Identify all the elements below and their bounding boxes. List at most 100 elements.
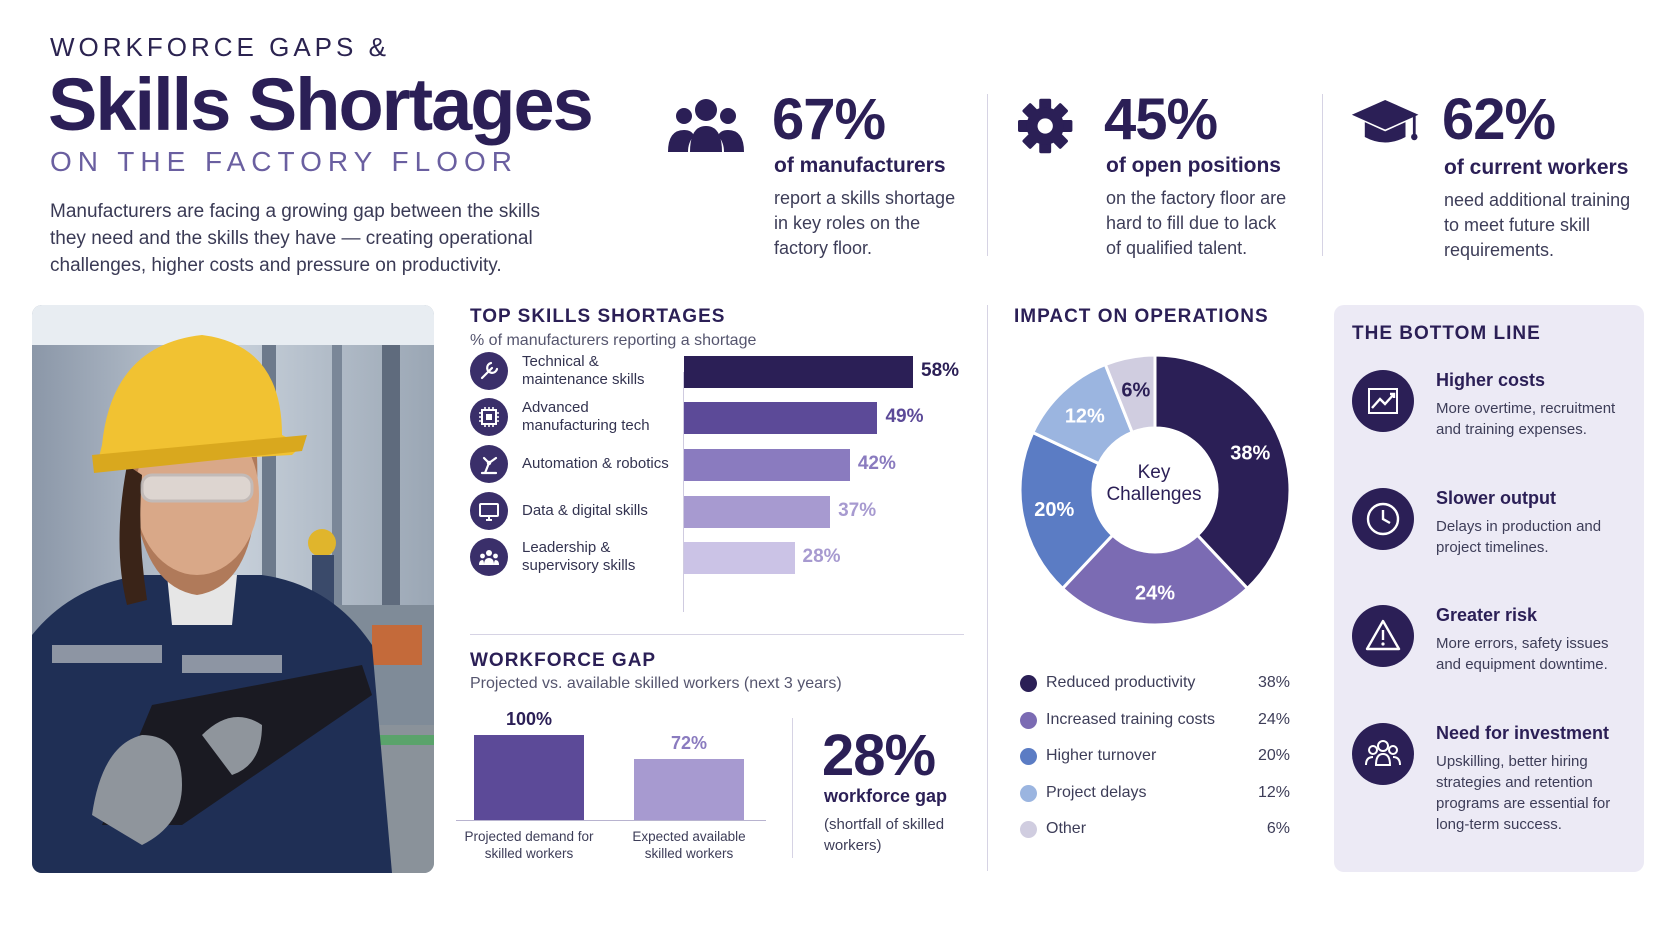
skill-bar-value: 49% [885,406,924,427]
stat-label: of open positions [1106,154,1281,177]
stat-value: 62% [1442,87,1556,152]
gap-big-desc: (shortfall of skilled workers) [824,816,945,854]
graduation-cap-icon [1351,99,1419,143]
skill-bar [684,496,831,528]
stat-label: of manufacturers [774,154,946,177]
skill-category-label: Automation & robotics [522,455,669,472]
legend-item: Project delays 12% [1018,782,1290,806]
legend-value: 20% [1257,747,1290,764]
bottom-line-panel: THE BOTTOM LINE Higher costs More overti… [1334,305,1644,872]
gap-bar-value: 72% [670,732,708,753]
bottom-line-item-desc: More errors, safety issues and equipment… [1436,635,1609,673]
skill-category-label: Technical & maintenance skills [522,353,645,388]
stat-current-workers: 62% of current workers need additional t… [1350,86,1660,260]
legend-label: Project delays [1046,783,1147,801]
skill-bar-value: 37% [838,500,877,521]
legend-label: Increased training costs [1046,710,1215,728]
stat-description: report a skills shortage in key roles on… [774,188,956,258]
bottom-line-title: THE BOTTOM LINE [1352,323,1541,344]
stat-description: need additional training to meet future … [1444,190,1631,260]
legend-item: Higher turnover 20% [1018,745,1290,769]
gap-bar [634,758,744,820]
skill-bar-row: Automation & robotics 42% [470,443,970,487]
bottom-line-item-desc: Upskilling, better hiring strategies and… [1436,753,1611,833]
skill-bar-row: Technical & maintenance skills 58% [470,350,970,394]
impact-section-title: IMPACT ON OPERATIONS [1014,306,1269,327]
legend-item: Increased training costs 24% [1018,709,1290,733]
legend-value: 24% [1257,710,1290,728]
divider [470,634,964,635]
legend-swatch [1020,748,1037,765]
legend-swatch [1020,675,1037,692]
legend-label: Reduced productivity [1046,674,1196,691]
bottom-line-item-title: Greater risk [1436,605,1538,625]
divider [1322,94,1323,256]
people-icon [668,99,744,152]
legend-value: 12% [1257,783,1290,801]
skill-category-label: Leadership & supervisory skills [522,539,636,574]
skill-bar [684,356,913,388]
skills-section-title: TOP SKILLS SHORTAGES [470,306,726,327]
divider [987,305,988,871]
donut-slice-label: 6% [1121,379,1150,401]
donut-slice [1018,430,1115,591]
legend-label: Higher turnover [1046,747,1157,764]
stat-value: 45% [1104,87,1218,152]
legend-swatch [1020,784,1037,802]
stat-description: on the factory floor are hard to fill du… [1106,188,1287,258]
legend-swatch [1020,821,1037,838]
skill-bar-row: Advanced manufacturing tech 49% [470,396,970,440]
warning-icon [1352,605,1414,667]
donut-slice [1060,533,1250,627]
skill-chart-axis [683,372,684,612]
legend-swatch [1020,711,1037,729]
gear-icon [1018,98,1073,154]
monitor-icon [470,492,508,530]
stat-open-positions: 45% of open positions on the factory flo… [1018,86,1318,258]
page-title: Skills Shortages [48,63,594,146]
bottom-line-item-title: Need for investment [1436,723,1610,743]
intro-text: Manufacturers are facing a growing gap b… [50,201,541,276]
robot-arm-icon [470,445,508,483]
bottom-line-item-title: Slower output [1436,488,1556,508]
donut-center-label: Key Challenges [1106,462,1202,505]
skill-bar-value: 42% [857,453,896,474]
factory-worker-illustration [32,305,434,873]
divider [792,718,793,858]
donut-slice-label: 20% [1034,499,1074,521]
skill-bar-row: Leadership & supervisory skills 28% [470,536,970,580]
legend-value: 6% [1266,820,1290,837]
legend-label: Other [1046,820,1087,837]
page-subtitle: ON THE FACTORY FLOOR [50,146,519,177]
divider [987,94,988,256]
stat-value: 67% [772,87,886,152]
skill-bar [684,542,795,574]
skills-section-subtitle: % of manufacturers reporting a shortage [470,332,757,349]
bottom-line-item-title: Higher costs [1436,370,1546,390]
impact-donut-chart: 38% 24% 20% 12% 6% [1018,353,1292,627]
donut-slice [1103,353,1157,435]
wrench-icon [470,352,508,390]
stat-manufacturers: 67% of manufacturers report a skills sho… [666,86,966,258]
clock-icon [1352,488,1414,550]
skill-category-label: Advanced manufacturing tech [522,399,650,434]
gap-bar-caption: Projected demand for skilled workers [464,829,594,861]
eyebrow-heading: WORKFORCE GAPS & [50,32,390,62]
worker-photo [32,305,434,873]
gap-big-value: 28% [822,723,936,788]
gap-chart-baseline [456,820,766,821]
stat-label: of current workers [1444,156,1629,179]
bottom-line-item-desc: Delays in production and project timelin… [1436,518,1602,556]
legend-item: Reduced productivity 38% [1018,672,1290,696]
donut-slice-label: 38% [1230,442,1270,464]
legend-value: 38% [1257,674,1290,691]
gap-bar-caption: Expected available skilled workers [632,829,746,861]
gap-bar [474,735,584,820]
group-icon [470,538,508,576]
trend-up-icon [1352,370,1414,432]
skill-category-label: Data & digital skills [522,502,648,519]
donut-slice-label: 24% [1135,583,1175,605]
skill-bar-row: Data & digital skills 37% [470,490,970,534]
gap-section-title: WORKFORCE GAP [470,650,657,671]
team-icon [1352,723,1414,785]
